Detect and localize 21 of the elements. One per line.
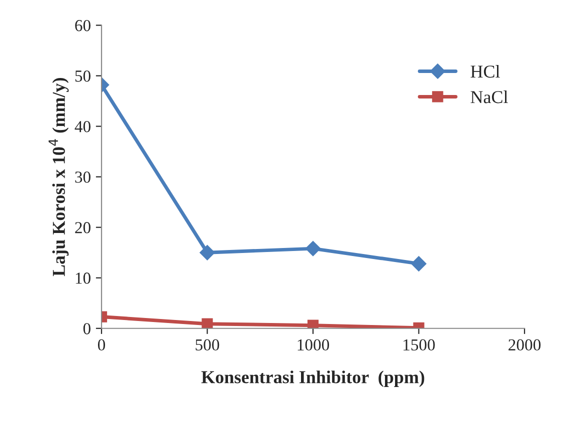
y-tick-label: 30 [75, 172, 90, 183]
legend-label: HCl [470, 64, 500, 78]
x-tick-label: 1000 [298, 339, 330, 351]
x-tick-label: 2000 [508, 339, 541, 351]
x-axis-title: Konsentrasi Inhibitor (ppm) [201, 370, 424, 387]
x-tick-label: 500 [196, 339, 220, 351]
x-tick-label: 1500 [404, 339, 435, 351]
point [202, 318, 213, 328]
y-tick-label: 20 [75, 222, 90, 234]
y-tick-label: 0 [83, 323, 90, 334]
y-tick-label: 60 [75, 20, 90, 32]
legend-label: NaCl [470, 90, 508, 104]
x-tick-label: 0 [98, 339, 106, 351]
point [200, 245, 215, 260]
point [411, 256, 426, 272]
y-tick-label: 50 [75, 70, 90, 82]
y-axis-title: Laju Korosi x 10$^{4}$ (mm/y) [48, 78, 69, 276]
y-tick-label: 10 [76, 272, 90, 284]
point [305, 240, 321, 256]
point [307, 320, 319, 328]
y-tick-label: 40 [74, 121, 90, 132]
